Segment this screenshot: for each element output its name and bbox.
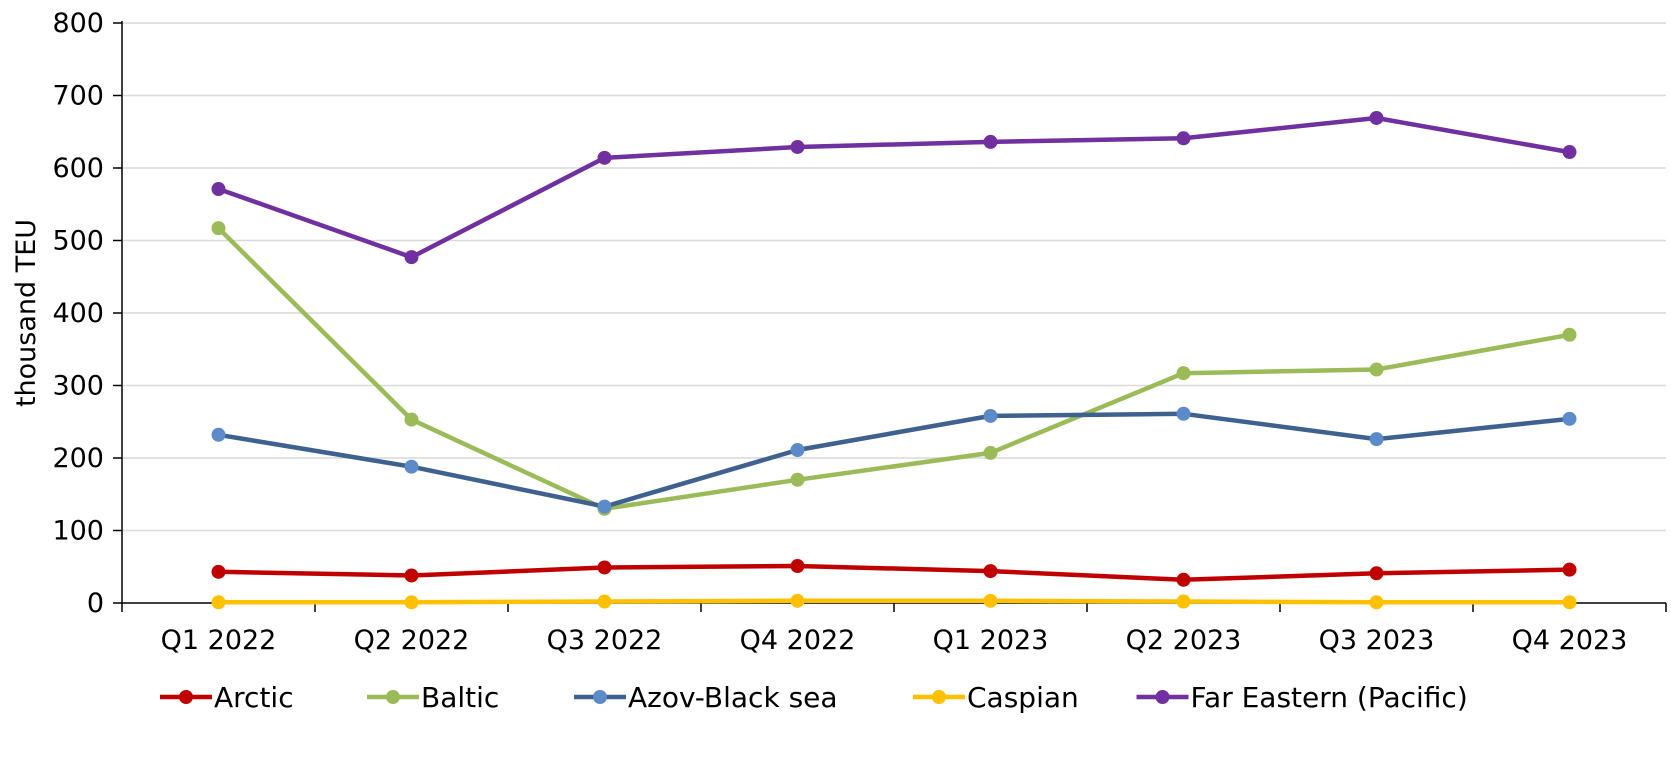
legend-label: Caspian xyxy=(967,681,1079,714)
data-point-azov-black-sea xyxy=(597,499,612,514)
data-point-far-eastern-pacific xyxy=(597,150,612,165)
legend-item-arctic: Arctic xyxy=(160,681,294,714)
y-tick-label: 600 xyxy=(52,153,104,184)
axis-layer: 0 100 200 300 400 500 600 700 800 Q1 2022 Q2 2022 Q… xyxy=(52,8,1667,656)
data-point-caspian xyxy=(211,595,226,610)
data-point-baltic xyxy=(790,472,805,487)
series-caspian xyxy=(211,593,1577,610)
data-point-caspian xyxy=(1369,595,1384,610)
legend-swatch-marker xyxy=(179,690,193,704)
data-point-arctic xyxy=(211,564,226,579)
data-point-arctic xyxy=(790,559,805,574)
data-point-baltic xyxy=(1562,327,1577,342)
data-point-azov-black-sea xyxy=(404,459,419,474)
data-point-baltic xyxy=(211,221,226,236)
x-tick-label: Q1 2022 xyxy=(161,625,277,656)
x-tick-label: Q4 2023 xyxy=(1512,625,1628,656)
data-point-arctic xyxy=(1176,572,1191,587)
legend-item-caspian: Caspian xyxy=(913,681,1079,714)
data-point-azov-black-sea xyxy=(983,408,998,423)
data-point-caspian xyxy=(597,594,612,609)
series-layer xyxy=(211,110,1577,610)
y-tick-label: 400 xyxy=(52,298,104,329)
series-far-eastern-pacific xyxy=(211,110,1577,265)
data-point-caspian xyxy=(790,593,805,608)
data-point-azov-black-sea xyxy=(211,427,226,442)
series-line-baltic xyxy=(216,225,1572,512)
y-axis-title: thousand TEU xyxy=(11,219,42,407)
data-point-arctic xyxy=(983,564,998,579)
data-point-far-eastern-pacific xyxy=(983,134,998,149)
legend-swatch-marker xyxy=(593,690,607,704)
y-tick-label: 300 xyxy=(52,371,104,402)
legend-label: Azov-Black sea xyxy=(628,681,838,714)
data-point-azov-black-sea xyxy=(790,443,805,458)
data-point-arctic xyxy=(597,560,612,575)
legend: Arctic Baltic Azov-Black sea Caspian Far Eas… xyxy=(160,681,1468,714)
x-tick-label: Q3 2022 xyxy=(547,625,663,656)
legend-swatch-marker xyxy=(386,690,400,704)
y-tick-label: 200 xyxy=(52,443,104,474)
series-azov-black-sea xyxy=(211,406,1577,514)
legend-swatch-marker xyxy=(932,690,946,704)
series-line-arctic xyxy=(216,563,1572,583)
x-tick-label: Q4 2022 xyxy=(740,625,856,656)
legend-item-baltic: Baltic xyxy=(367,681,499,714)
data-point-baltic xyxy=(1176,366,1191,381)
data-point-arctic xyxy=(1369,566,1384,581)
data-point-far-eastern-pacific xyxy=(1176,131,1191,146)
legend-label: Arctic xyxy=(214,681,294,714)
x-tick-label: Q2 2023 xyxy=(1126,625,1242,656)
series-line-azov-black-sea xyxy=(216,411,1572,509)
data-point-far-eastern-pacific xyxy=(211,182,226,197)
data-point-caspian xyxy=(983,593,998,608)
y-tick-label: 100 xyxy=(52,516,104,547)
data-point-far-eastern-pacific xyxy=(404,250,419,265)
data-point-azov-black-sea xyxy=(1176,406,1191,421)
data-point-far-eastern-pacific xyxy=(790,139,805,154)
series-arctic xyxy=(211,559,1577,587)
data-point-arctic xyxy=(1562,562,1577,577)
legend-label: Baltic xyxy=(421,681,499,714)
data-point-arctic xyxy=(404,568,419,583)
data-point-baltic xyxy=(404,412,419,427)
y-tick-label: 800 xyxy=(52,8,104,39)
data-point-caspian xyxy=(1176,594,1191,609)
legend-item-azov-black-sea: Azov-Black sea xyxy=(574,681,838,714)
x-tick-label: Q2 2022 xyxy=(354,625,470,656)
data-point-caspian xyxy=(404,595,419,610)
y-tick-label: 0 xyxy=(87,588,104,619)
data-point-baltic xyxy=(1369,362,1384,377)
legend-label: Far Eastern (Pacific) xyxy=(1191,681,1468,714)
x-tick-label: Q3 2023 xyxy=(1319,625,1435,656)
legend-swatch-marker xyxy=(1155,690,1170,704)
y-tick-label: 500 xyxy=(52,226,104,257)
grid-layer xyxy=(122,22,1666,532)
data-point-caspian xyxy=(1562,595,1577,610)
data-point-far-eastern-pacific xyxy=(1369,110,1384,125)
data-point-azov-black-sea xyxy=(1562,411,1577,426)
data-point-far-eastern-pacific xyxy=(1562,145,1577,160)
x-tick-label: Q1 2023 xyxy=(933,625,1049,656)
legend-item-far-eastern-pacific: Far Eastern (Pacific) xyxy=(1136,681,1468,714)
data-point-baltic xyxy=(983,445,998,460)
series-line-caspian xyxy=(216,598,1572,605)
series-line-far-eastern-pacific xyxy=(216,115,1572,260)
y-tick-label: 700 xyxy=(52,81,104,112)
data-point-azov-black-sea xyxy=(1369,432,1384,447)
